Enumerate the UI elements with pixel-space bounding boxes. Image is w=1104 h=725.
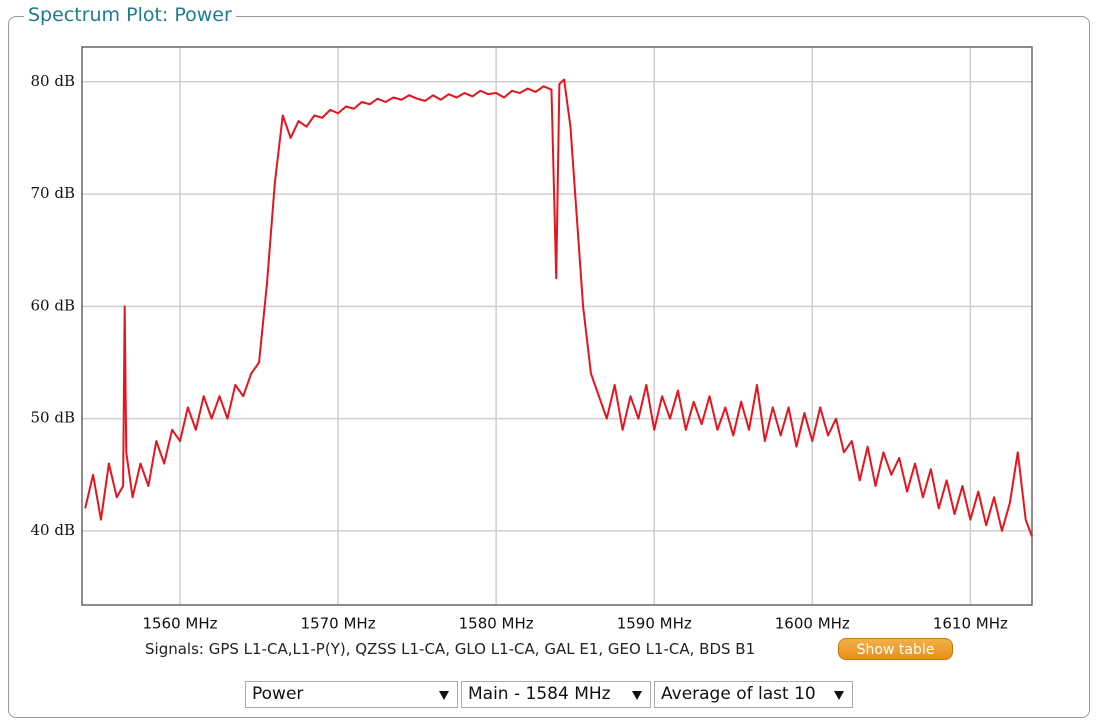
select-value: Average of last 10: [661, 684, 816, 704]
spectrum-line: [84, 78, 1033, 537]
dropdown-arrow: [834, 691, 844, 700]
y-tick-label: 60 dB: [31, 296, 75, 314]
y-tick-label: 40 dB: [31, 521, 75, 539]
panel-frame: [8, 16, 1090, 718]
x-tick-label: 1600 MHz: [775, 615, 850, 633]
plot-area: [82, 47, 1032, 605]
x-tick-label: 1570 MHz: [301, 615, 376, 633]
signals-text: Signals: GPS L1-CA,L1-P(Y), QZSS L1-CA, …: [145, 640, 756, 658]
y-tick-label: 50 dB: [31, 409, 75, 427]
x-tick-label: 1590 MHz: [617, 615, 692, 633]
plot-border: [81, 46, 1033, 606]
dropdown-arrow: [439, 691, 449, 700]
select[interactable]: Main - 1584 MHz: [461, 681, 651, 708]
x-tick-label: 1610 MHz: [933, 615, 1008, 633]
select[interactable]: Average of last 10: [654, 681, 853, 708]
x-tick-label: 1580 MHz: [459, 615, 534, 633]
y-tick-label: 80 dB: [31, 72, 75, 90]
show-table-button[interactable]: Show table: [838, 638, 953, 660]
x-tick-label: 1560 MHz: [142, 615, 217, 633]
select-value: Main - 1584 MHz: [468, 684, 611, 704]
y-tick-label: 70 dB: [31, 184, 75, 202]
select-value: Power: [252, 684, 304, 704]
panel-title: Spectrum Plot: Power: [24, 4, 236, 26]
dropdown-arrow: [632, 691, 642, 700]
select[interactable]: Power: [245, 681, 458, 708]
